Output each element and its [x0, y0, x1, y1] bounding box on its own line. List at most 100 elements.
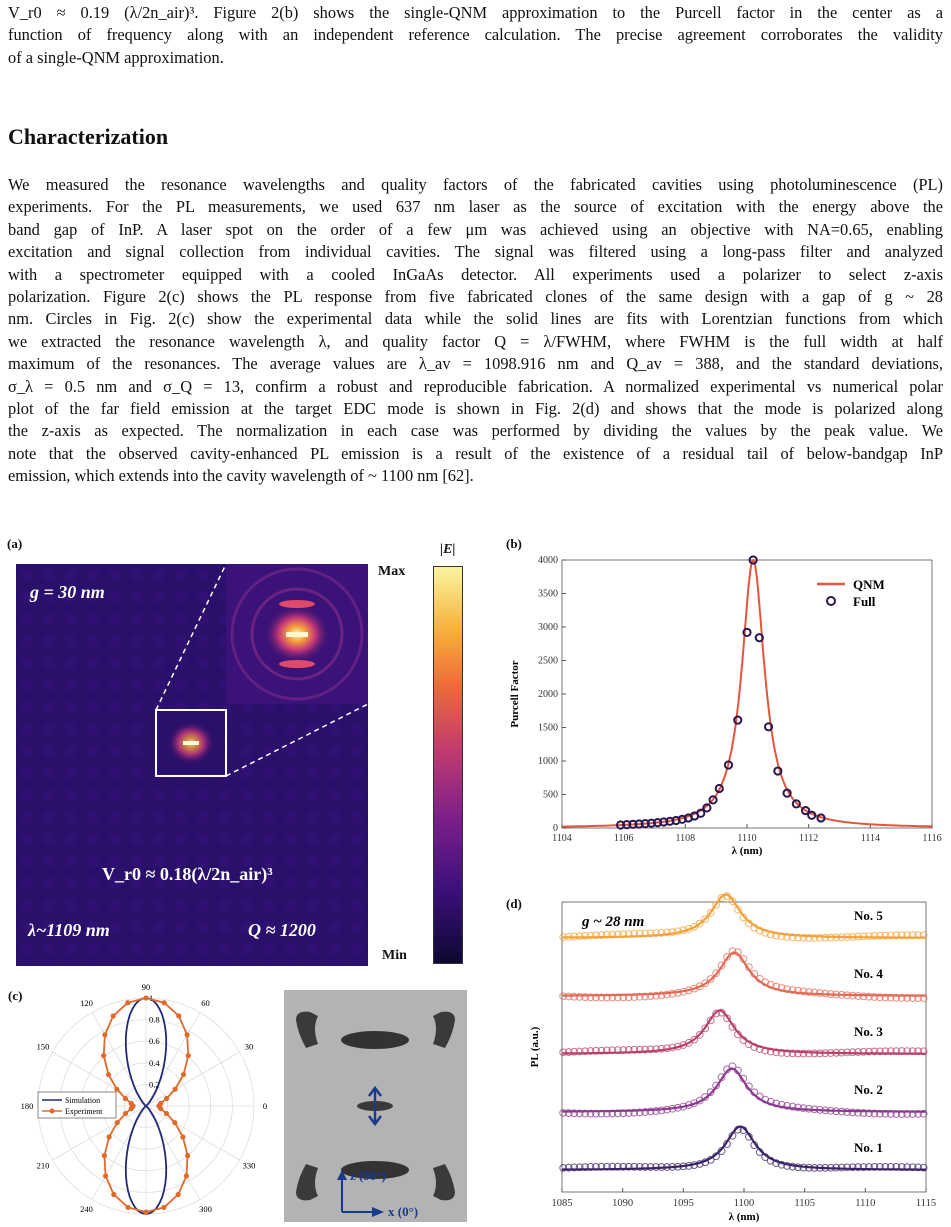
pl-point	[581, 993, 589, 1001]
experiment-point	[185, 1153, 191, 1159]
pl-point	[865, 1109, 873, 1118]
pl-point	[575, 1163, 584, 1172]
legend-full-swatch	[826, 596, 836, 606]
pl-point	[854, 1108, 862, 1117]
pl-point	[564, 1163, 573, 1172]
pl-point	[586, 993, 595, 1002]
polar-plot: 906030033030027024021018015012010.80.60.…	[21, 982, 268, 1222]
x-tick-label: 1105	[794, 1198, 815, 1209]
pl-fit-line	[562, 951, 926, 997]
pl-point	[788, 986, 797, 994]
panel-b-label: (b)	[506, 536, 522, 551]
radial-label: 0.4	[149, 1058, 160, 1068]
pl-point	[630, 1162, 639, 1171]
radial-label: 0.8	[149, 1015, 160, 1025]
pl-point	[772, 1099, 781, 1108]
pl-point	[805, 988, 813, 996]
pl-point	[859, 1047, 868, 1056]
pl-point	[570, 992, 579, 1001]
pl-point	[597, 931, 606, 939]
text-line: band gap of InP. A laser spot on the ord…	[8, 219, 943, 239]
full-point	[696, 808, 706, 818]
simulation-curve	[124, 997, 168, 1215]
x-tick-label: 1085	[552, 1198, 573, 1209]
pl-point	[717, 961, 726, 970]
pl-fit-line	[561, 1125, 926, 1171]
pl-point	[799, 1049, 808, 1058]
pl-point	[619, 1162, 628, 1171]
experiment-point	[161, 1000, 167, 1006]
experiment-point	[185, 1052, 191, 1059]
pl-point	[602, 930, 611, 939]
pl-point	[875, 1047, 884, 1056]
polar-spoke	[145, 1105, 201, 1200]
pl-point	[575, 1109, 584, 1118]
body-paragraph: We measured the resonance wavelengths an…	[8, 174, 943, 488]
text-line: plot of the far field emission at the ta…	[8, 399, 943, 419]
colorbar	[433, 566, 463, 964]
y-tick-label: 1000	[538, 756, 558, 767]
pl-point	[870, 993, 879, 1001]
pl-point	[652, 991, 660, 1000]
pl-point	[592, 1046, 600, 1055]
full-point	[733, 715, 743, 725]
wavelength-label: λ~1109 nm	[28, 920, 110, 940]
pl-point	[794, 1049, 802, 1058]
radial-label: 0.2	[149, 1079, 160, 1089]
series-label: No. 2	[854, 1082, 883, 1097]
polar-spoke	[145, 1012, 201, 1107]
pl-point	[815, 933, 824, 942]
pl-point	[908, 1163, 917, 1172]
full-point	[763, 722, 774, 732]
pl-point	[630, 1045, 639, 1054]
series-label: No. 3	[854, 1024, 883, 1039]
pl-point	[875, 993, 884, 1002]
experiment-point	[122, 1110, 129, 1117]
experiment-point	[101, 1052, 107, 1059]
x-axis-label: x (0°)	[388, 1204, 419, 1219]
z-axis-label: z (90°)	[350, 1168, 386, 1183]
pl-point	[597, 993, 606, 1002]
pl-point	[870, 1163, 879, 1171]
pl-point	[859, 1163, 868, 1171]
x-tick-label: 1112	[799, 833, 818, 844]
full-point	[640, 819, 650, 829]
pl-point	[646, 992, 655, 1000]
pl-point	[788, 933, 797, 942]
pl-point	[712, 901, 720, 909]
q-label: Q ≈ 1200	[248, 920, 316, 940]
experiment-point	[175, 1191, 181, 1198]
polar-spoke	[52, 1051, 147, 1107]
pl-point	[581, 931, 589, 940]
pl-point	[919, 1163, 928, 1172]
angle-label: 270	[140, 1220, 153, 1222]
text-line: we extracted the resonance wavelength λ,…	[8, 331, 943, 351]
full-point	[742, 627, 752, 637]
text-line: We measured the resonance wavelengths an…	[8, 175, 943, 194]
pl-point	[783, 1049, 791, 1058]
pl-point	[695, 919, 704, 928]
angle-label: 240	[80, 1204, 93, 1214]
text-line: emission, which extends into the cavity …	[8, 466, 474, 486]
pl-point	[810, 988, 819, 997]
full-point	[782, 788, 792, 798]
full-point	[748, 555, 758, 565]
pl-point	[897, 931, 906, 940]
pl-point	[641, 1108, 650, 1116]
pl-point	[777, 1048, 786, 1057]
pl-point	[559, 1108, 568, 1117]
pl-point	[805, 1049, 813, 1058]
x-tick-label: 1106	[614, 833, 634, 844]
series-label: No. 5	[854, 908, 883, 923]
colorbar-title: |E|	[440, 542, 456, 557]
pl-chart: 1085 1090 1095 1100 1105 1110 1115 λ (nm) PL (a.…	[529, 892, 936, 1223]
pl-point	[657, 991, 666, 1000]
text-line: maximum of the resonances. The average v…	[8, 354, 943, 374]
y-tick-label: 3000	[538, 622, 558, 633]
pl-point	[657, 928, 666, 937]
experiment-point	[102, 1173, 109, 1179]
pl-point	[712, 969, 720, 978]
sem-image	[284, 990, 467, 1222]
pl-point	[575, 932, 584, 941]
radial-label: 1	[149, 993, 153, 1003]
